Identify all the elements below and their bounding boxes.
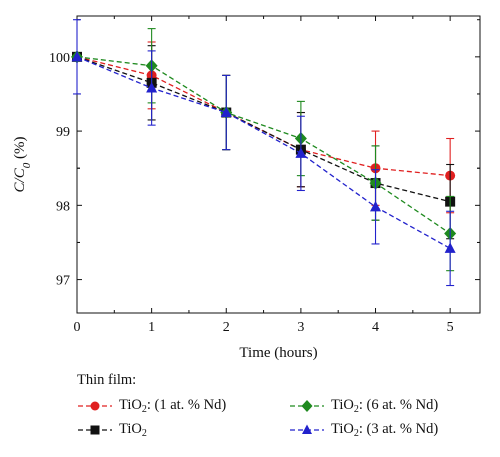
x-tick-label: 3 <box>297 320 304 335</box>
series-layer <box>71 19 457 287</box>
x-tick-label: 1 <box>148 320 155 335</box>
x-axis-title: Time (hours) <box>239 345 317 361</box>
series-nd6 <box>71 28 457 272</box>
legend-item-tio2: TiO2 <box>77 421 147 439</box>
x-tick-label: 2 <box>223 320 230 335</box>
x-tick-label: 0 <box>74 320 81 335</box>
y-axis-title: C/C0 (%) <box>12 137 33 193</box>
data-point-nd3 <box>295 147 307 158</box>
legend-label: TiO2: (3 at. % Nd) <box>331 421 439 439</box>
data-point-nd3 <box>220 106 232 118</box>
legend-swatch-nd6 <box>290 399 324 412</box>
x-tick-label: 5 <box>447 320 454 335</box>
legend-label: TiO2 <box>119 421 147 439</box>
series-line-tio2 <box>76 56 451 203</box>
legend-item-nd3: TiO2: (3 at. % Nd) <box>289 421 439 439</box>
data-point-nd3 <box>146 82 158 93</box>
plot-frame <box>76 15 481 314</box>
legend-item-nd6: TiO2: (6 at. % Nd) <box>289 397 439 415</box>
data-point-nd3 <box>444 242 456 253</box>
legend-marker <box>301 399 313 412</box>
legend-swatch-tio2 <box>78 425 112 434</box>
y-tick-label: 97 <box>56 274 70 289</box>
legend-title: Thin film: <box>77 372 137 388</box>
series-nd3 <box>71 19 456 287</box>
legend-label: TiO2: (6 at. % Nd) <box>331 397 439 415</box>
legend-item-nd1: TiO2: (1 at. % Nd) <box>77 397 227 415</box>
y-tick-label: 98 <box>56 199 70 214</box>
data-point-nd3 <box>71 50 83 62</box>
y-tick-label: 99 <box>56 125 70 140</box>
series-line-nd6 <box>76 56 451 235</box>
x-tick-label: 4 <box>372 320 379 335</box>
legend-marker <box>90 425 100 434</box>
legend-marker <box>302 424 312 434</box>
legend-label: TiO2: (1 at. % Nd) <box>119 397 227 415</box>
plot-border <box>76 15 481 314</box>
y-tick-label: 100 <box>49 51 70 66</box>
series-nd1 <box>72 41 456 214</box>
legend-swatch-nd1 <box>78 401 112 410</box>
series-tio2 <box>72 45 456 240</box>
legend-swatch-nd3 <box>290 424 324 434</box>
y-axis: 97 98 99 100 <box>49 19 480 289</box>
legend-marker <box>90 401 100 410</box>
chart: 0 1 2 3 4 5 97 98 99 100 Time (hours) C/C0 (%) <box>12 15 481 361</box>
series-line-nd1 <box>76 56 451 177</box>
series-line-nd3 <box>76 56 451 249</box>
data-point-nd3 <box>370 200 382 212</box>
x-axis: 0 1 2 3 4 5 <box>74 16 454 335</box>
